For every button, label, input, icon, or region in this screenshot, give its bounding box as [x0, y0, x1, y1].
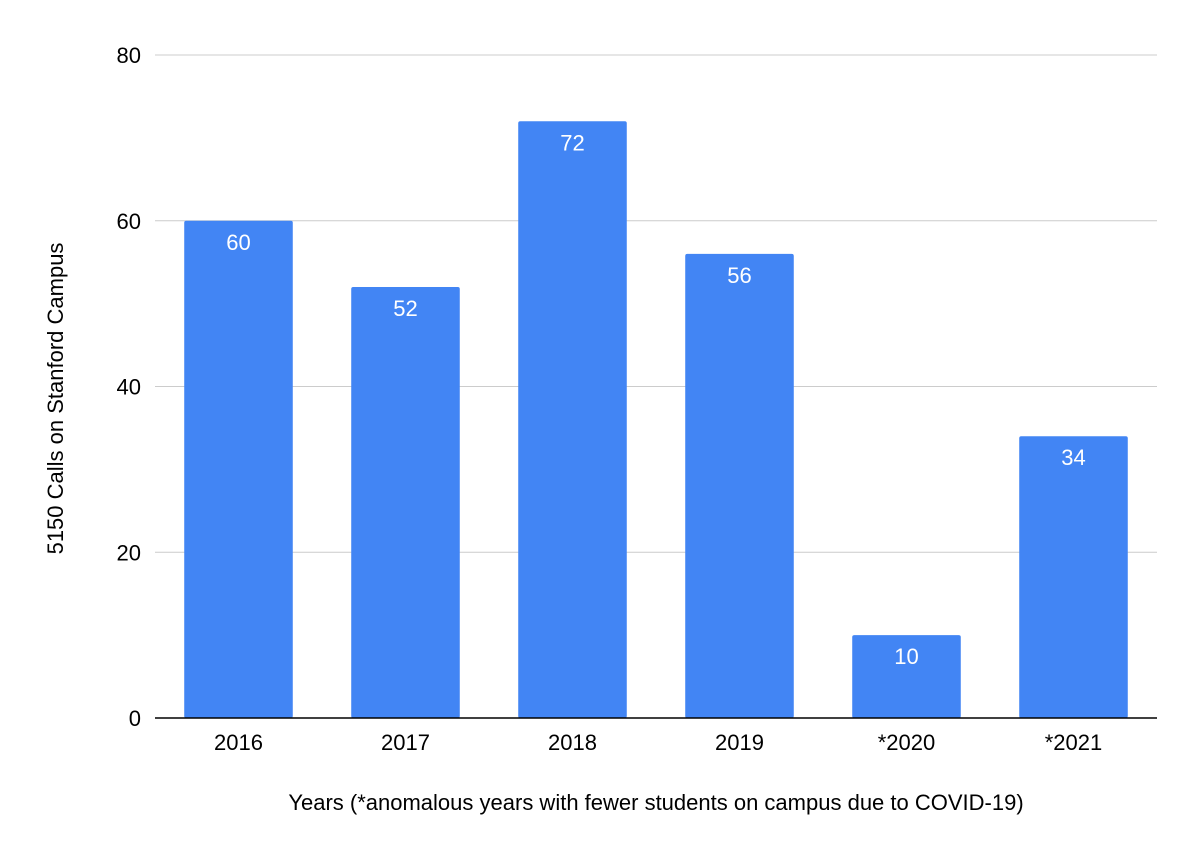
x-tick-label: 2018 [548, 730, 597, 755]
gridlines [155, 54, 1157, 553]
bar-star-2021[interactable] [1019, 436, 1128, 718]
x-axis-ticks: 2016 2017 2018 2019 *2020 *2021 [214, 730, 1102, 755]
y-tick-label: 80 [117, 43, 141, 68]
y-tick-label: 40 [117, 375, 141, 400]
data-label: 34 [1061, 445, 1085, 470]
x-tick-label: 2016 [214, 730, 263, 755]
data-label: 52 [393, 296, 417, 321]
x-tick-label: 2019 [715, 730, 764, 755]
y-tick-label: 60 [117, 209, 141, 234]
data-labels: 60 52 72 56 10 34 [226, 130, 1085, 669]
bar-star-2020[interactable] [852, 635, 961, 718]
x-tick-label: *2021 [1045, 730, 1103, 755]
x-axis-title: Years (*anomalous years with fewer stude… [288, 790, 1023, 815]
bar-2018[interactable] [518, 121, 627, 719]
data-label: 10 [894, 644, 918, 669]
data-label: 60 [226, 230, 250, 255]
x-tick-label: *2020 [878, 730, 936, 755]
bars [184, 121, 1128, 719]
bar-2017[interactable] [351, 287, 460, 718]
y-tick-label: 20 [117, 540, 141, 565]
bar-2019[interactable] [685, 253, 794, 718]
y-axis-ticks: 0 20 40 60 80 [117, 43, 141, 731]
y-tick-label: 0 [129, 706, 141, 731]
y-axis-title: 5150 Calls on Stanford Campus [43, 243, 68, 555]
data-label: 72 [560, 130, 584, 155]
x-tick-label: 2017 [381, 730, 430, 755]
data-label: 56 [727, 263, 751, 288]
bar-2016[interactable] [184, 220, 293, 718]
